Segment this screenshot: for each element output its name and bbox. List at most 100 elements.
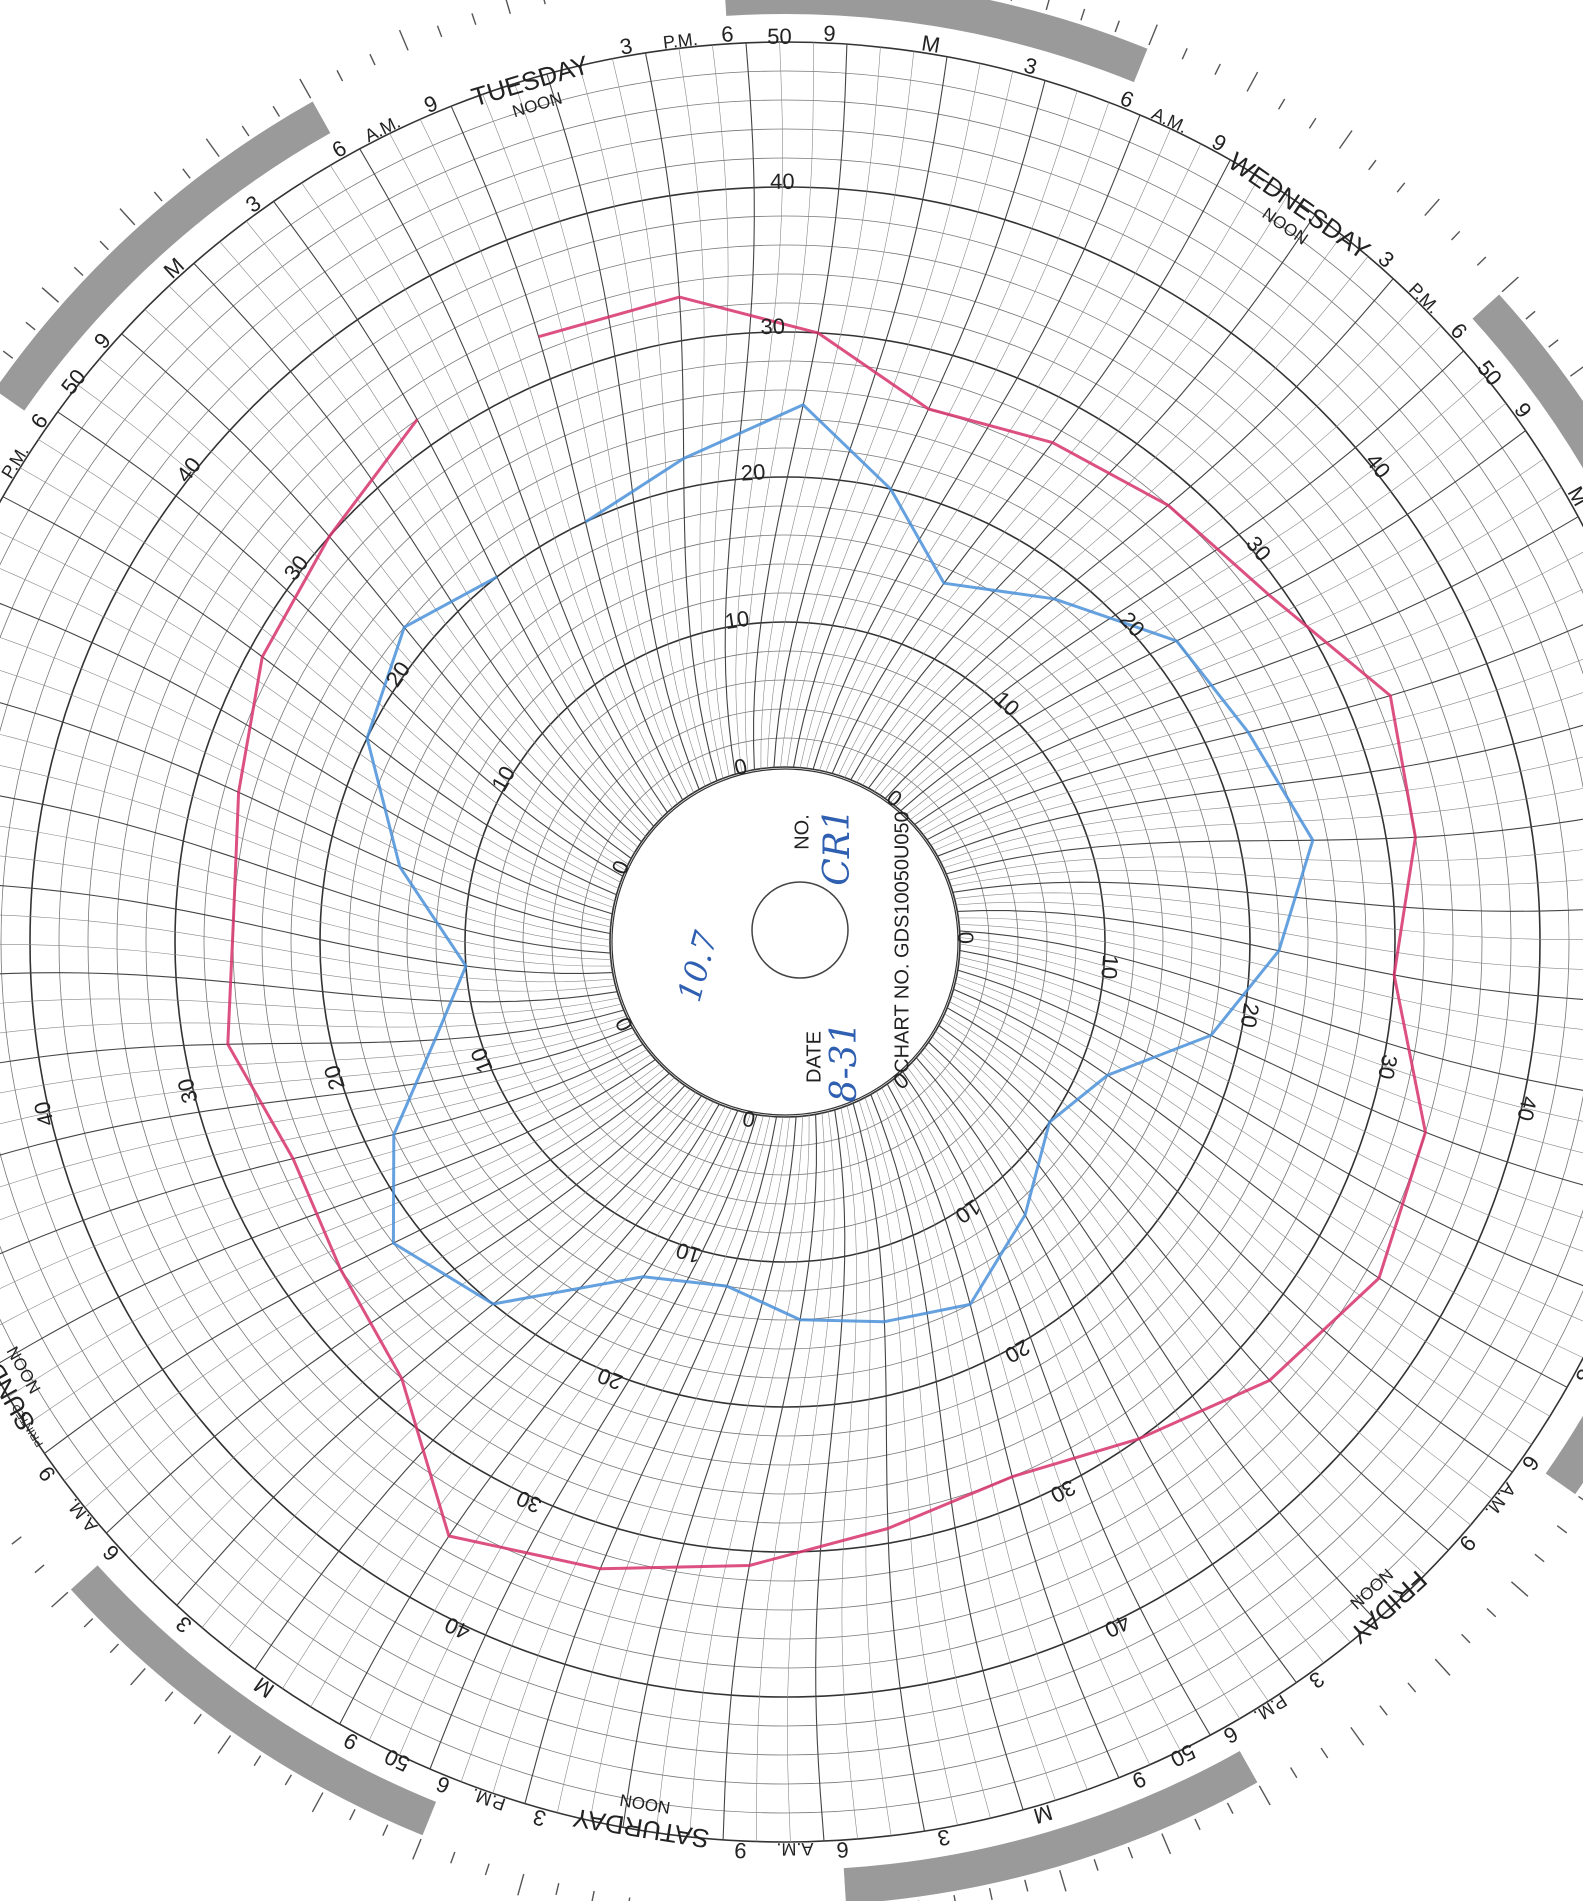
time-line [940,756,1583,863]
night-band [70,1565,437,1836]
time-line [959,937,1583,1122]
outer-tick [1277,98,1286,110]
time-line [0,1021,630,1125]
time-line [780,63,981,768]
outer-tick [1510,1581,1529,1597]
outer-tick [543,0,546,5]
time-line [128,1088,691,1559]
time-line [840,1107,858,1840]
time-line [792,80,1046,768]
outer-tick [34,1564,45,1574]
outer-tick [1434,1658,1451,1676]
time-line [219,241,646,837]
time-line [0,1009,624,1064]
time-line [884,350,1464,799]
time-line [935,1030,1426,1575]
minor-circle [0,128,1583,1756]
scale-label: 40 [29,1099,59,1128]
outer-tick [1476,256,1487,266]
minor-circle [0,70,1583,1814]
minor-circle [580,737,990,1147]
night-band [0,101,331,411]
time-line [934,692,1583,851]
time-line [655,1116,803,1833]
am-label: A.M. [776,1839,813,1859]
pen-trace [365,403,1315,1324]
date-value: 8-31 [824,1022,865,1103]
hour-label: M [920,30,942,58]
time-line [905,458,1545,816]
time-line [0,795,611,954]
minor-circle [0,157,1570,1727]
time-line [812,114,1141,770]
outer-tick [299,78,312,99]
outer-tick [1424,198,1440,217]
time-line [2,496,617,896]
outer-tick [1569,366,1583,377]
outer-tick [1450,230,1461,241]
major-circle [174,331,1396,1553]
scale-label: 50 [767,24,792,49]
time-line [924,1047,1351,1643]
outer-tick [1407,1682,1417,1693]
time-line [712,44,730,777]
time-line [914,516,1579,825]
time-line [955,901,1583,970]
scale-label: 40 [1512,1094,1542,1123]
time-line [557,1116,784,1813]
major-circle [319,476,1251,1408]
outer-tick [369,53,376,66]
scale-label: 0 [953,931,978,944]
scale-label: 10 [723,606,751,634]
night-band [725,0,1148,83]
hour-label: 6 [721,21,735,47]
time-line [799,90,1078,768]
scale-label: 30 [172,1076,202,1106]
time-line [0,670,611,928]
outer-tick [555,1883,560,1896]
time-line [0,702,611,935]
time-line [838,176,1260,776]
time-line [879,325,1442,796]
time-line [954,892,1583,940]
time-line [589,1116,790,1821]
time-line [168,285,639,848]
time-line [152,1092,697,1583]
time-line [844,195,1288,778]
outer-tick [1548,339,1559,348]
time-line [850,214,1316,781]
time-line [806,102,1110,769]
scale-label: 30 [760,314,785,339]
time-line [44,1072,670,1454]
time-line [514,83,694,793]
time-line [419,119,678,805]
time-line [949,1001,1532,1445]
outer-tick [471,13,477,25]
time-line [0,825,611,960]
time-line [99,358,629,865]
time-line [482,94,689,797]
time-line [815,1109,846,1842]
time-line [944,1013,1493,1500]
time-line [926,624,1583,841]
time-line [951,995,1551,1417]
time-line [622,1116,797,1828]
time-line [0,855,612,967]
outer-tick [99,240,109,251]
time-line [876,1091,1056,1801]
time-line [678,48,724,779]
hub [751,881,849,979]
no-label: NO. [791,814,813,850]
night-band [843,1750,1258,1901]
outer-tick [1114,20,1120,33]
time-line [0,1033,636,1188]
time-line [144,309,635,854]
time-line [0,734,611,941]
time-line [760,47,881,769]
time-line [946,1007,1513,1473]
time-line [612,58,712,784]
outer-tick [1525,310,1536,320]
outer-tick [450,1851,456,1864]
outer-tick [1486,1607,1497,1618]
